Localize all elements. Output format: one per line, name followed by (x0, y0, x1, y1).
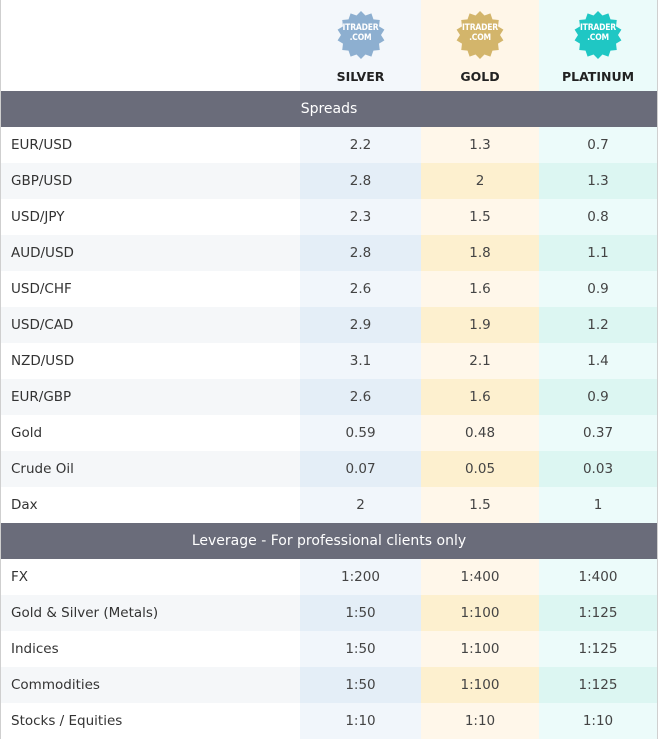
tier-name-silver: SILVER (336, 69, 385, 84)
gold-value: 1.6 (421, 379, 539, 415)
platinum-value: 1.1 (539, 235, 657, 271)
gold-value: 1.6 (421, 271, 539, 307)
row-label: FX (1, 559, 300, 595)
tier-platinum: ITRADER .COM PLATINUM (539, 0, 657, 91)
platinum-value: 0.7 (539, 127, 657, 163)
table-row: Crude Oil 0.07 0.05 0.03 (1, 451, 657, 487)
row-label: Crude Oil (1, 451, 300, 487)
table-row: EUR/USD 2.2 1.3 0.7 (1, 127, 657, 163)
platinum-value: 1:125 (539, 667, 657, 703)
table-row: Indices 1:50 1:100 1:125 (1, 631, 657, 667)
silver-value: 2.3 (300, 199, 421, 235)
spreads-section-header: Spreads (1, 91, 657, 127)
gold-value: 1:400 (421, 559, 539, 595)
silver-value: 2.2 (300, 127, 421, 163)
row-label: GBP/USD (1, 163, 300, 199)
gold-badge-icon: ITRADER .COM (455, 10, 505, 60)
silver-value: 1:200 (300, 559, 421, 595)
platinum-value: 1:10 (539, 703, 657, 739)
gold-value: 1.5 (421, 199, 539, 235)
gold-value: 1:10 (421, 703, 539, 739)
table-row: USD/JPY 2.3 1.5 0.8 (1, 199, 657, 235)
row-label: USD/JPY (1, 199, 300, 235)
table-row: Gold 0.59 0.48 0.37 (1, 415, 657, 451)
table-row: Commodities 1:50 1:100 1:125 (1, 667, 657, 703)
header-empty-cell (1, 0, 300, 91)
row-label: AUD/USD (1, 235, 300, 271)
silver-value: 2.8 (300, 163, 421, 199)
tier-name-gold: GOLD (460, 69, 500, 84)
table-row: NZD/USD 3.1 2.1 1.4 (1, 343, 657, 379)
platinum-value: 1:125 (539, 631, 657, 667)
leverage-section-title: Leverage - For professional clients only (191, 533, 467, 549)
row-label: EUR/USD (1, 127, 300, 163)
spreads-section-title: Spreads (300, 101, 358, 117)
row-label: USD/CHF (1, 271, 300, 307)
silver-value: 1:50 (300, 667, 421, 703)
platinum-value: 1 (539, 487, 657, 523)
gold-value: 1:100 (421, 631, 539, 667)
gold-value: 1.8 (421, 235, 539, 271)
platinum-value: 0.9 (539, 271, 657, 307)
silver-value: 2.6 (300, 271, 421, 307)
gold-value: 2 (421, 163, 539, 199)
platinum-value: 0.37 (539, 415, 657, 451)
platinum-badge-icon: ITRADER .COM (573, 10, 623, 60)
table-row: USD/CHF 2.6 1.6 0.9 (1, 271, 657, 307)
silver-value: 2.6 (300, 379, 421, 415)
tier-header-row: ITRADER .COM SILVER ITRADER .COM GOLD ITRA… (1, 0, 657, 91)
silver-value: 3.1 (300, 343, 421, 379)
platinum-value: 1.3 (539, 163, 657, 199)
table-row: AUD/USD 2.8 1.8 1.1 (1, 235, 657, 271)
gold-value: 1:100 (421, 667, 539, 703)
leverage-section-header: Leverage - For professional clients only (1, 523, 657, 559)
silver-value: 2 (300, 487, 421, 523)
table-row: Gold & Silver (Metals) 1:50 1:100 1:125 (1, 595, 657, 631)
silver-value: 2.9 (300, 307, 421, 343)
row-label: NZD/USD (1, 343, 300, 379)
platinum-value: 1.4 (539, 343, 657, 379)
gold-value: 1.5 (421, 487, 539, 523)
platinum-value: 1.2 (539, 307, 657, 343)
row-label: Gold (1, 415, 300, 451)
table-row: USD/CAD 2.9 1.9 1.2 (1, 307, 657, 343)
silver-value: 0.59 (300, 415, 421, 451)
table-row: FX 1:200 1:400 1:400 (1, 559, 657, 595)
row-label: Indices (1, 631, 300, 667)
table-row: EUR/GBP 2.6 1.6 0.9 (1, 379, 657, 415)
silver-value: 1:50 (300, 631, 421, 667)
platinum-value: 0.03 (539, 451, 657, 487)
silver-value: 0.07 (300, 451, 421, 487)
silver-badge-icon: ITRADER .COM (336, 10, 386, 60)
row-label: Commodities (1, 667, 300, 703)
table-row: Stocks / Equities 1:10 1:10 1:10 (1, 703, 657, 739)
silver-value: 1:10 (300, 703, 421, 739)
table-row: GBP/USD 2.8 2 1.3 (1, 163, 657, 199)
gold-value: 2.1 (421, 343, 539, 379)
gold-value: 1:100 (421, 595, 539, 631)
row-label: Dax (1, 487, 300, 523)
silver-value: 2.8 (300, 235, 421, 271)
row-label: Gold & Silver (Metals) (1, 595, 300, 631)
row-label: Stocks / Equities (1, 703, 300, 739)
gold-value: 0.05 (421, 451, 539, 487)
platinum-value: 1:400 (539, 559, 657, 595)
tier-name-platinum: PLATINUM (561, 69, 635, 84)
row-label: USD/CAD (1, 307, 300, 343)
platinum-value: 0.9 (539, 379, 657, 415)
tier-gold: ITRADER .COM GOLD (421, 0, 539, 91)
gold-value: 1.3 (421, 127, 539, 163)
platinum-value: 0.8 (539, 199, 657, 235)
table-row: Dax 2 1.5 1 (1, 487, 657, 523)
gold-value: 1.9 (421, 307, 539, 343)
silver-value: 1:50 (300, 595, 421, 631)
gold-value: 0.48 (421, 415, 539, 451)
platinum-value: 1:125 (539, 595, 657, 631)
tier-silver: ITRADER .COM SILVER (300, 0, 421, 91)
row-label: EUR/GBP (1, 379, 300, 415)
